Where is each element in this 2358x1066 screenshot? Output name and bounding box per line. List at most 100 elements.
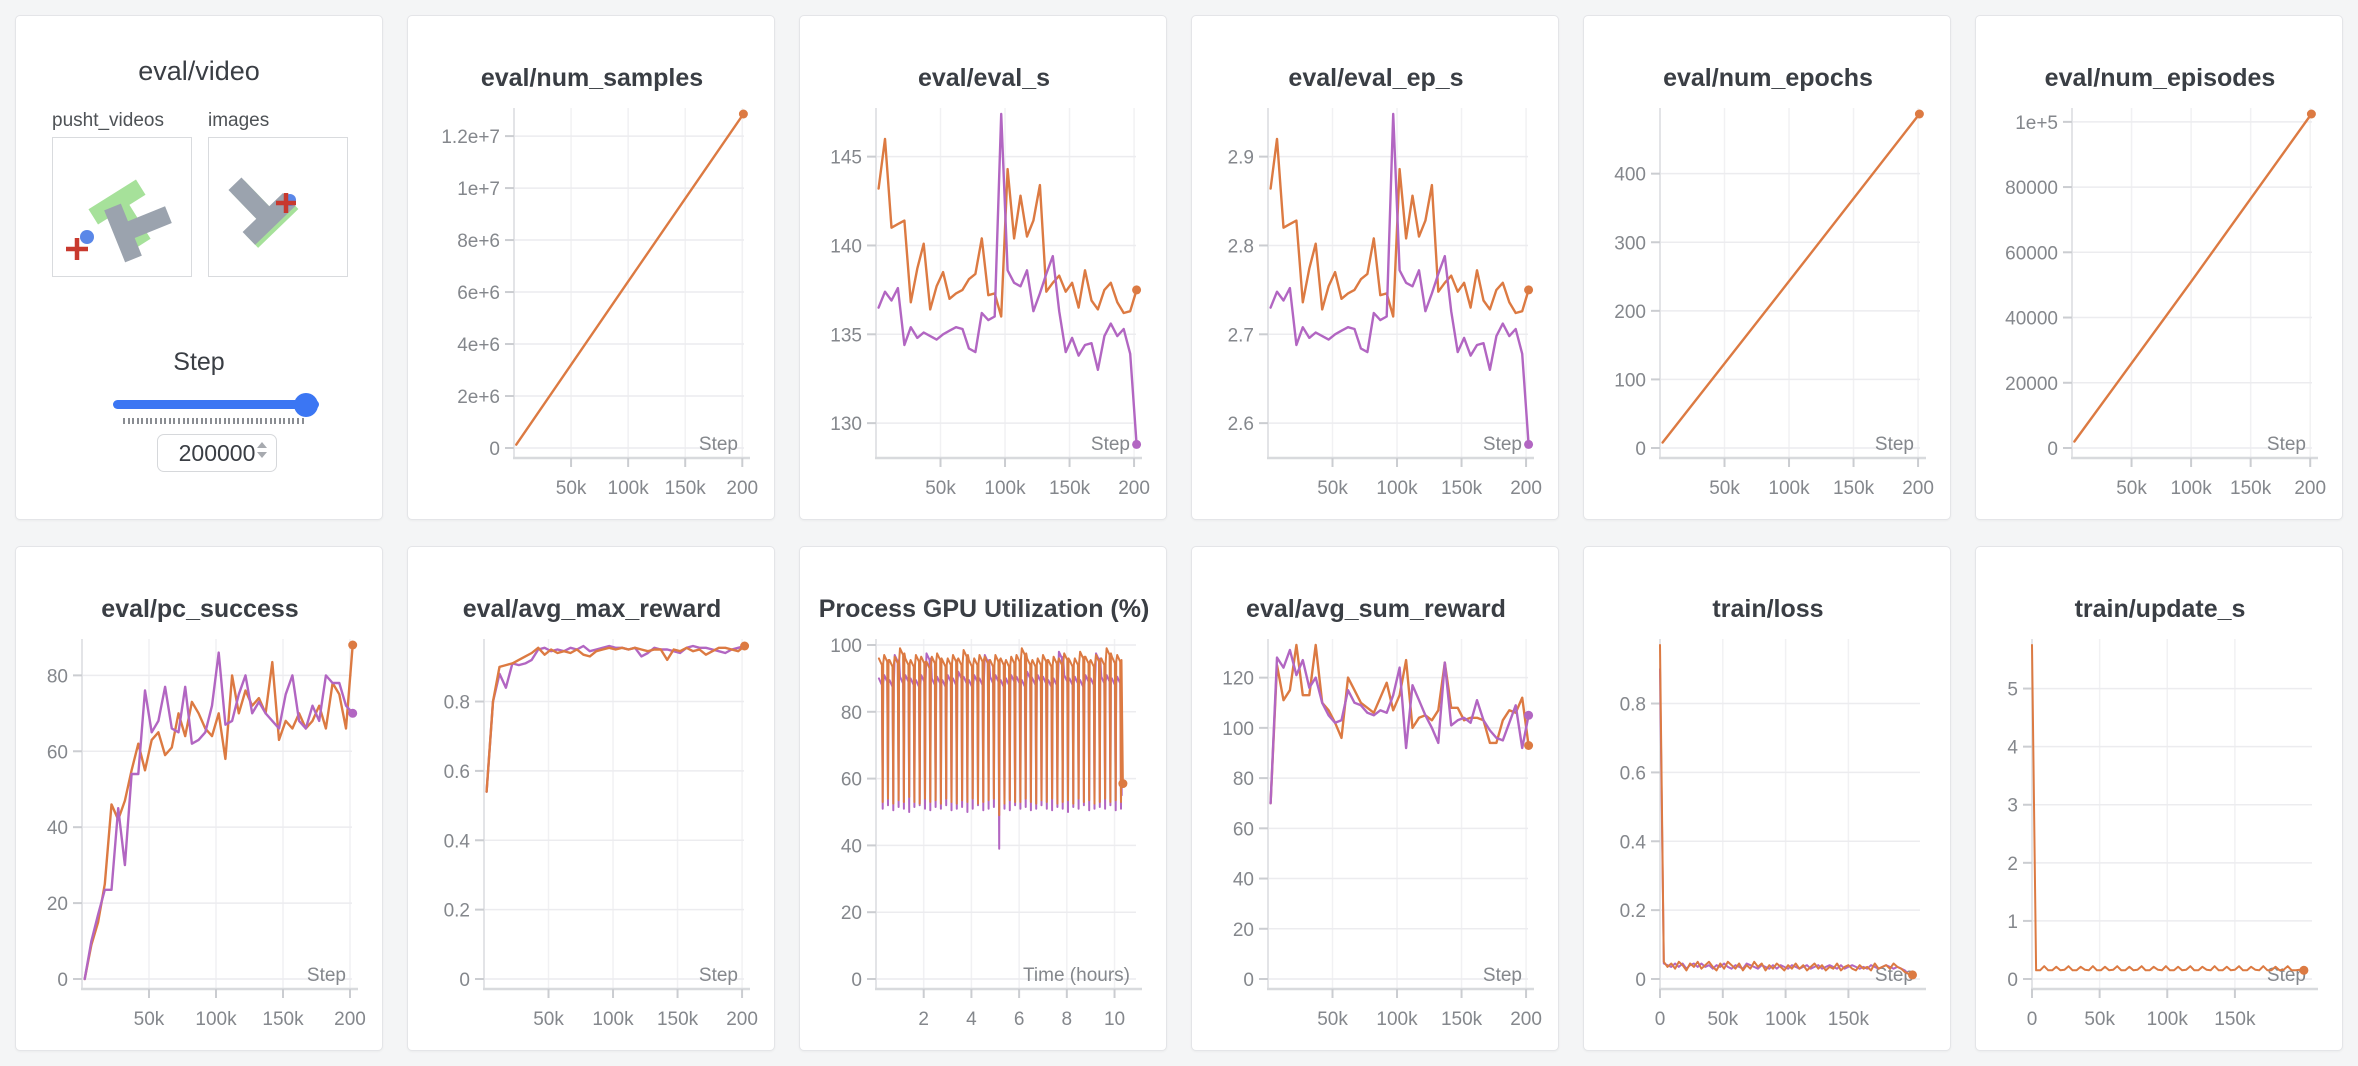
x-tick-label: 150k [665,478,707,499]
ruler-tick [264,418,267,424]
ruler-tick [232,418,235,424]
y-tick-label: 100 [1222,719,1254,740]
media-label-images: images [208,110,270,131]
series-run-orange-line [2031,644,2305,972]
y-tick-label: 0.8 [444,693,470,714]
x-tick-label: 200 [334,1009,366,1030]
series-run-purple-end-dot [348,708,358,718]
x-axis-label: Step [2267,434,2306,455]
chart-panel-eval-num_epochs[interactable]: eval/num_epochs 0 100 200 300 400 50k 100k 150k 2… [1583,15,1951,520]
images-thumbnail[interactable] [208,137,348,277]
step-value-input[interactable]: 200000 [157,434,277,472]
axes [73,639,358,998]
y-tick-label: 60 [1233,819,1254,840]
y-tick-label: 0 [2047,439,2058,460]
x-tick-label: 200 [726,1009,758,1030]
x-tick-label: 50k [2116,478,2147,499]
x-tick-label: 50k [533,1009,564,1030]
chart-eval-num_episodes[interactable]: eval/num_episodes 0 20000 40000 60000 80000 1e… [1976,16,2342,519]
y-tick-label: 20 [1233,920,1254,941]
y-tick-label: 2.8 [1228,236,1254,257]
chart-panel-eval-num_samples[interactable]: eval/num_samples 0 2e+6 4e+6 6e+6 8e+6 1e+7 1.2… [407,15,775,520]
ruler-tick [136,418,139,424]
chart-eval-pc_success[interactable]: eval/pc_success 0 20 40 60 80 50k 100k 150k 200 St… [16,547,382,1050]
gridlines [514,108,744,458]
y-tick-label: 145 [830,148,862,169]
y-tick-label: 4e+6 [457,335,500,356]
series-run-orange-line [485,644,746,793]
ruler-tick [164,418,167,424]
step-slider-track[interactable] [113,400,319,409]
chart-panel-process-gpu-utilization[interactable]: Process GPU Utilization (%) 0 20 40 60 80 100 2… [799,546,1167,1051]
x-tick-label: 150k [1833,478,1875,499]
series-run-orange-end-dot [1132,285,1142,295]
chart-panel-eval-num_episodes[interactable]: eval/num_episodes 0 20000 40000 60000 80000 1e… [1975,15,2343,520]
y-tick-label: 40000 [2005,309,2058,330]
series-run-purple-line [1269,112,1530,446]
series-run-orange-line [877,647,1124,817]
chart-eval-num_samples[interactable]: eval/num_samples 0 2e+6 4e+6 6e+6 8e+6 1e+7 1.2… [408,16,774,519]
chart-panel-eval-avg_max_reward[interactable]: eval/avg_max_reward 0 0.2 0.4 0.6 0.8 50k 100k 1… [407,546,775,1051]
chart-panel-train-loss[interactable]: train/loss 0 0.2 0.4 0.6 0.8 0 50k 100k 150k Step [1583,546,1951,1051]
series-run-purple-line [877,112,1138,446]
y-tick-label: 2.9 [1228,148,1254,169]
x-tick-label: 50k [1709,478,1740,499]
x-tick-label: 50k [134,1009,165,1030]
x-tick-label: 50k [1317,1009,1348,1030]
y-tick-label: 135 [830,325,862,346]
y-tick-label: 300 [1614,233,1646,254]
x-tick-label: 4 [966,1009,977,1030]
x-tick-label: 6 [1014,1009,1025,1030]
ruler-tick [150,418,153,424]
y-tick-label: 0 [851,970,862,991]
y-tick-label: 0 [489,439,500,460]
pusht-video-thumbnail[interactable] [52,137,192,277]
ruler-tick [223,418,226,424]
chart-panel-eval-eval_ep_s[interactable]: eval/eval_ep_s 2.6 2.7 2.8 2.9 50k 100k 150k 200… [1191,15,1559,520]
ruler-tick [191,418,194,424]
series-run-purple-end-dot [1132,439,1142,449]
ruler-tick [296,418,299,424]
step-slider-knob[interactable] [294,393,318,417]
chart-eval-eval_ep_s[interactable]: eval/eval_ep_s 2.6 2.7 2.8 2.9 50k 100k 150k 200… [1192,16,1558,519]
y-tick-label: 130 [830,414,862,435]
stepper-up-icon[interactable] [257,442,267,448]
images-goal-cross [276,193,296,213]
stepper-down-icon[interactable] [257,452,267,458]
tick-labels: 0 2e+6 4e+6 6e+6 8e+6 1e+7 1.2e+7 50k 100k 150k 20… [441,127,758,499]
x-axis-label: Step [1091,434,1130,455]
x-axis-label: Step [699,965,738,986]
series-run-orange-end-dot [1118,779,1128,789]
chart-title: eval/num_epochs [1663,64,1873,92]
chart-panel-eval-eval_s[interactable]: eval/eval_s 130 135 140 145 50k 100k 150k 200 Ste… [799,15,1167,520]
chart-panel-eval-avg_sum_reward[interactable]: eval/avg_sum_reward 0 20 40 60 80 100 120 50k 100… [1191,546,1559,1051]
x-tick-label: 50k [925,478,956,499]
chart-panel-train-update_s[interactable]: train/update_s 0 1 2 3 4 5 0 50k 100k 150k Step [1975,546,2343,1051]
y-tick-label: 60 [47,742,68,763]
ruler-tick [145,418,148,424]
chart-eval-eval_s[interactable]: eval/eval_s 130 135 140 145 50k 100k 150k 200 Ste… [800,16,1166,519]
chart-eval-num_epochs[interactable]: eval/num_epochs 0 100 200 300 400 50k 100k 150k 2… [1584,16,1950,519]
x-axis-label: Time (hours) [1023,965,1130,986]
y-tick-label: 20 [47,894,68,915]
ruler-tick [127,418,130,424]
chart-eval-avg_sum_reward[interactable]: eval/avg_sum_reward 0 20 40 60 80 100 120 50k 100… [1192,547,1558,1050]
chart-process-gpu-utilization[interactable]: Process GPU Utilization (%) 0 20 40 60 80 100 2… [800,547,1166,1050]
chart-eval-avg_max_reward[interactable]: eval/avg_max_reward 0 0.2 0.4 0.6 0.8 50k 100k 1… [408,547,774,1050]
ruler-tick [182,418,185,424]
x-axis-label: Step [1875,434,1914,455]
axes [2023,639,2318,998]
axes [1259,108,1534,467]
chart-title: eval/avg_sum_reward [1246,595,1506,623]
y-tick-label: 8e+6 [457,231,500,252]
ruler-tick [132,418,135,424]
chart-panel-eval-pc_success[interactable]: eval/pc_success 0 20 40 60 80 50k 100k 150k 200 St… [15,546,383,1051]
step-stepper[interactable] [257,442,267,458]
x-tick-label: 8 [1062,1009,1073,1030]
ruler-tick [251,418,254,424]
ruler-tick [269,418,272,424]
y-tick-label: 40 [841,836,862,857]
x-tick-label: 100k [2171,478,2213,499]
